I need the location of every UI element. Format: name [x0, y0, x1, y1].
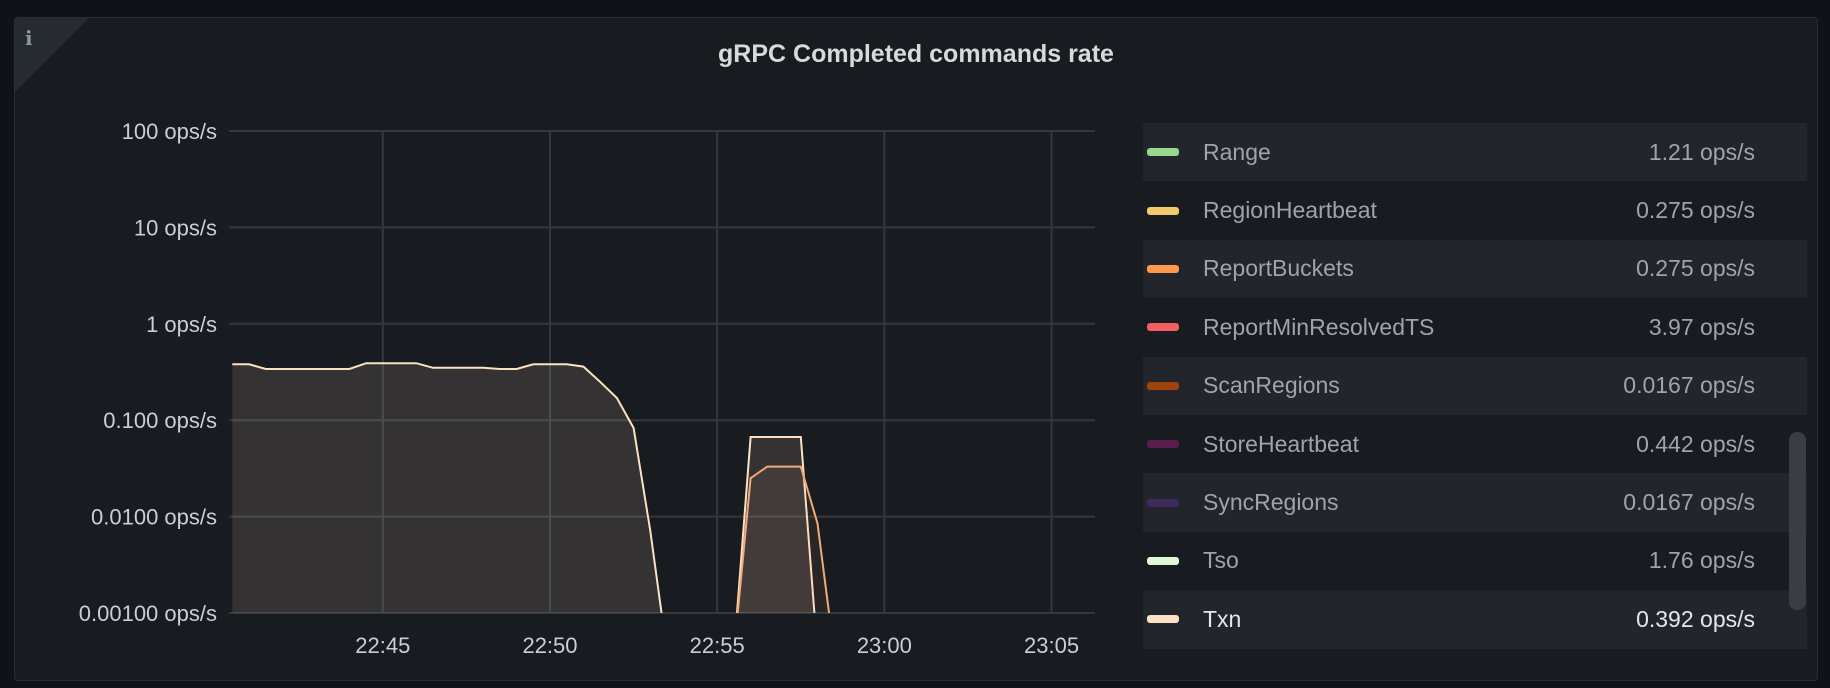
legend-color-swatch[interactable]: [1147, 498, 1179, 507]
legend-item-storeheartbeat[interactable]: StoreHeartbeat 0.442 ops/s: [1143, 415, 1807, 473]
chart-area[interactable]: 100 ops/s 10 ops/s 1 ops/s 0.100 ops/s 0.010…: [15, 18, 1115, 680]
x-tick-label: 22:55: [690, 633, 745, 658]
legend-color-swatch[interactable]: [1147, 381, 1179, 390]
info-icon[interactable]: i: [25, 26, 33, 50]
x-tick-label: 22:50: [522, 633, 577, 658]
legend-value: 0.442 ops/s: [1636, 430, 1755, 457]
legend-value: 1.76 ops/s: [1648, 547, 1755, 574]
x-tick-label: 23:05: [1024, 633, 1079, 658]
legend: Range 1.21 ops/s RegionHeartbeat 0.275 ops/…: [1143, 123, 1807, 663]
graph-panel: i gRPC Completed commands rate 100 ops/s…: [14, 17, 1818, 681]
legend-color-swatch[interactable]: [1147, 148, 1179, 157]
legend-item-syncregions[interactable]: SyncRegions 0.0167 ops/s: [1143, 473, 1807, 532]
x-tick-label: 23:00: [857, 633, 912, 658]
legend-item-range[interactable]: Range 1.21 ops/s: [1143, 123, 1807, 182]
legend-value: 0.275 ops/s: [1636, 197, 1755, 224]
y-tick-label: 0.0100 ops/s: [91, 505, 217, 530]
legend-label: Txn: [1203, 605, 1242, 632]
legend-color-swatch[interactable]: [1147, 206, 1179, 215]
legend-label: ReportBuckets: [1203, 255, 1354, 282]
legend-label: Range: [1203, 138, 1271, 165]
legend-item-tso[interactable]: Tso 1.76 ops/s: [1143, 532, 1807, 590]
legend-label: RegionHeartbeat: [1203, 197, 1377, 224]
legend-scrollbar[interactable]: [1789, 432, 1806, 610]
panel-info-corner[interactable]: [15, 18, 89, 92]
series-area: [733, 437, 818, 613]
legend-color-swatch[interactable]: [1147, 323, 1179, 332]
legend-item-reportbuckets[interactable]: ReportBuckets 0.275 ops/s: [1143, 239, 1807, 299]
x-tick-label: 22:45: [355, 633, 410, 658]
series-line: [232, 362, 663, 613]
legend-label: Tso: [1203, 547, 1239, 574]
legend-item-txn[interactable]: Txn 0.392 ops/s: [1143, 590, 1807, 649]
legend-value: 0.275 ops/s: [1636, 255, 1755, 282]
legend-item-scanregions[interactable]: ScanRegions 0.0167 ops/s: [1143, 356, 1807, 415]
y-tick-label: 10 ops/s: [134, 215, 217, 240]
legend-value: 0.392 ops/s: [1636, 605, 1755, 632]
legend-label: ReportMinResolvedTS: [1203, 313, 1435, 340]
y-tick-label: 1 ops/s: [146, 312, 217, 337]
legend-label: ScanRegions: [1203, 372, 1340, 399]
legend-color-swatch[interactable]: [1147, 615, 1179, 624]
legend-value: 1.21 ops/s: [1648, 138, 1755, 165]
series-line: [736, 465, 831, 613]
legend-label: StoreHeartbeat: [1203, 430, 1359, 457]
series-area: [232, 363, 668, 613]
y-tick-label: 100 ops/s: [122, 119, 217, 144]
legend-item-reportminresolvedts[interactable]: ReportMinResolvedTS 3.97 ops/s: [1143, 298, 1807, 356]
panel-title[interactable]: gRPC Completed commands rate: [718, 40, 1114, 68]
legend-color-swatch[interactable]: [1147, 556, 1179, 565]
legend-value: 0.0167 ops/s: [1623, 372, 1755, 399]
y-tick-label: 0.100 ops/s: [103, 408, 217, 433]
legend-color-swatch[interactable]: [1147, 440, 1179, 449]
legend-color-swatch[interactable]: [1147, 264, 1179, 273]
legend-label: SyncRegions: [1203, 489, 1339, 516]
series-area: [733, 466, 835, 613]
legend-item-regionheartbeat[interactable]: RegionHeartbeat 0.275 ops/s: [1143, 181, 1807, 239]
legend-item-updategcsafepoint[interactable]: UpdateGCSafePoint0.00833 ops/s: [1143, 649, 1807, 663]
legend-value: 3.97 ops/s: [1648, 313, 1755, 340]
y-tick-label: 0.00100 ops/s: [79, 601, 217, 626]
legend-value: 0.0167 ops/s: [1623, 489, 1755, 516]
